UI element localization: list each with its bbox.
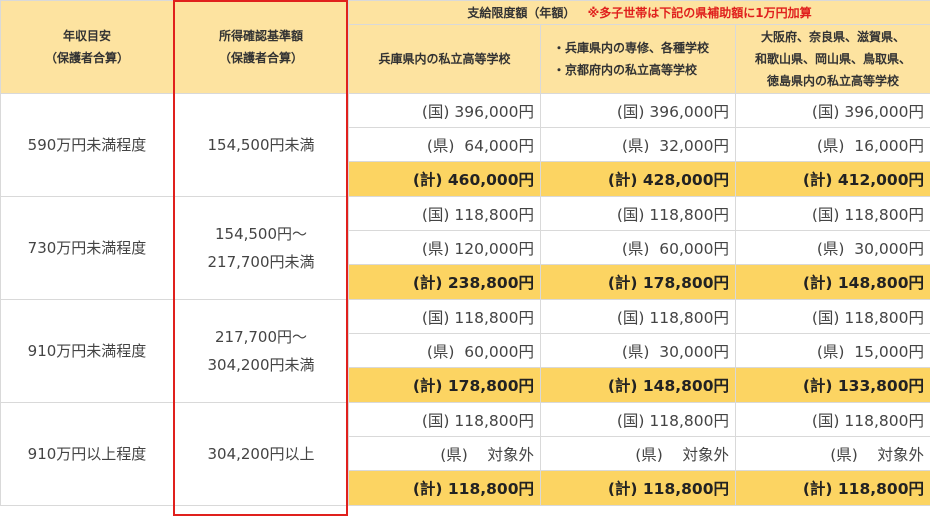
table-row: (計) 460,000円 (計) 428,000円 (計) 412,000円 bbox=[1, 161, 930, 197]
table-row: (県) 対象外 (県) 対象外 (県) 対象外 bbox=[1, 436, 930, 471]
national-amount: (国) 118,800円 bbox=[348, 196, 541, 231]
prefecture-amount: (県) 120,000円 bbox=[348, 230, 541, 265]
total-amount: (計) 238,800円 bbox=[348, 264, 541, 300]
header-col3-line3: 徳島県内の私立高等学校 bbox=[766, 74, 899, 88]
header-income-line2: （保護者合算） bbox=[44, 51, 129, 65]
income-cell: 730万円未満程度 bbox=[0, 196, 174, 300]
criteria-line: 154,500円未満 bbox=[207, 136, 315, 154]
header-limit: 支給限度額（年額） ※多子世帯は下記の県補助額に1万円加算 bbox=[348, 0, 930, 25]
header-income: 年収目安 （保護者合算） bbox=[0, 0, 174, 94]
prefecture-amount: (県) 32,000円 bbox=[540, 127, 736, 162]
prefecture-amount: (県) 対象外 bbox=[348, 436, 541, 471]
total-amount: (計) 178,800円 bbox=[348, 367, 541, 403]
criteria-line: 304,200円未満 bbox=[207, 356, 315, 374]
table-row: 590万円未満程度 154,500円未満 (国) 396,000円 (国) 396,0… bbox=[0, 93, 930, 197]
national-amount: (国) 118,800円 bbox=[540, 299, 736, 334]
total-amount: (計) 428,000円 bbox=[540, 161, 736, 197]
table-row: (県) 64,000円 (県) 32,000円 (県) 16,000円 bbox=[1, 127, 930, 162]
criteria-line: 217,700円未満 bbox=[207, 253, 315, 271]
table-row: 910万円以上程度 304,200円以上 (国) 118,800円 (国) 118,8… bbox=[0, 402, 930, 506]
header-col1: 兵庫県内の私立高等学校 bbox=[348, 24, 541, 94]
prefecture-amount: (県) 15,000円 bbox=[735, 333, 930, 368]
header-col3-line2: 和歌山県、岡山県、鳥取県、 bbox=[754, 52, 911, 66]
header-criteria-line2: （保護者合算） bbox=[218, 51, 303, 65]
criteria-line: 217,700円〜 bbox=[214, 328, 308, 346]
table-row: (計) 118,800円 (計) 118,800円 (計) 118,800円 bbox=[1, 470, 930, 506]
prefecture-amount: (県) 60,000円 bbox=[348, 333, 541, 368]
table-row: (計) 178,800円 (計) 148,800円 (計) 133,800円 bbox=[1, 367, 930, 403]
header-criteria: 所得確認基準額 （保護者合算） bbox=[173, 0, 349, 94]
criteria-cell: 217,700円〜 304,200円未満 bbox=[173, 299, 349, 403]
table-row: (県) 60,000円 (県) 30,000円 (県) 15,000円 bbox=[1, 333, 930, 368]
subsidy-table: 年収目安 （保護者合算） 所得確認基準額 （保護者合算） 支給限度額（年額） ※… bbox=[0, 0, 930, 506]
table-row: 910万円未満程度 217,700円〜 304,200円未満 (国) 118,800円… bbox=[0, 299, 930, 403]
total-amount: (計) 148,800円 bbox=[735, 264, 930, 300]
national-amount: (国) 118,800円 bbox=[735, 402, 930, 437]
header-col1-line1: 兵庫県内の私立高等学校 bbox=[378, 52, 511, 66]
total-amount: (計) 412,000円 bbox=[735, 161, 930, 197]
national-amount: (国) 118,800円 bbox=[540, 402, 736, 437]
prefecture-amount: (県) 対象外 bbox=[735, 436, 930, 471]
total-amount: (計) 148,800円 bbox=[540, 367, 736, 403]
national-amount: (国) 118,800円 bbox=[540, 196, 736, 231]
prefecture-amount: (県) 16,000円 bbox=[735, 127, 930, 162]
header-col3: 大阪府、奈良県、滋賀県、 和歌山県、岡山県、鳥取県、 徳島県内の私立高等学校 bbox=[735, 24, 930, 94]
total-amount: (計) 118,800円 bbox=[348, 470, 541, 506]
total-amount: (計) 133,800円 bbox=[735, 367, 930, 403]
national-amount: (国) 118,800円 bbox=[348, 402, 541, 437]
header-col2-line1: ・兵庫県内の専修、各種学校 bbox=[553, 41, 710, 55]
header-col3-line1: 大阪府、奈良県、滋賀県、 bbox=[760, 30, 905, 44]
national-amount: (国) 396,000円 bbox=[348, 93, 541, 128]
national-amount: (国) 118,800円 bbox=[735, 299, 930, 334]
header-income-line1: 年収目安 bbox=[62, 29, 111, 43]
header-col2: ・兵庫県内の専修、各種学校 ・京都府内の私立高等学校 bbox=[540, 24, 736, 94]
criteria-cell: 304,200円以上 bbox=[173, 402, 349, 506]
criteria-line: 304,200円以上 bbox=[207, 445, 315, 463]
national-amount: (国) 118,800円 bbox=[735, 196, 930, 231]
total-amount: (計) 178,800円 bbox=[540, 264, 736, 300]
prefecture-amount: (県) 30,000円 bbox=[540, 333, 736, 368]
header-col2-line2: ・京都府内の私立高等学校 bbox=[553, 63, 698, 77]
prefecture-amount: (県) 64,000円 bbox=[348, 127, 541, 162]
total-amount: (計) 118,800円 bbox=[735, 470, 930, 506]
prefecture-amount: (県) 60,000円 bbox=[540, 230, 736, 265]
prefecture-amount: (県) 対象外 bbox=[540, 436, 736, 471]
income-cell: 910万円以上程度 bbox=[0, 402, 174, 506]
total-amount: (計) 460,000円 bbox=[348, 161, 541, 197]
criteria-cell: 154,500円〜 217,700円未満 bbox=[173, 196, 349, 300]
criteria-line: 154,500円〜 bbox=[214, 225, 308, 243]
national-amount: (国) 118,800円 bbox=[348, 299, 541, 334]
total-amount: (計) 118,800円 bbox=[540, 470, 736, 506]
national-amount: (国) 396,000円 bbox=[540, 93, 736, 128]
prefecture-amount: (県) 30,000円 bbox=[735, 230, 930, 265]
criteria-cell: 154,500円未満 bbox=[173, 93, 349, 197]
income-cell: 590万円未満程度 bbox=[0, 93, 174, 197]
header-limit-title: 支給限度額（年額） bbox=[467, 5, 576, 20]
header-criteria-line1: 所得確認基準額 bbox=[218, 29, 303, 43]
table-row: (県) 120,000円 (県) 60,000円 (県) 30,000円 bbox=[1, 230, 930, 265]
national-amount: (国) 396,000円 bbox=[735, 93, 930, 128]
table-row: 730万円未満程度 154,500円〜 217,700円未満 (国) 118,800円… bbox=[0, 196, 930, 300]
income-cell: 910万円未満程度 bbox=[0, 299, 174, 403]
header-limit-note: ※多子世帯は下記の県補助額に1万円加算 bbox=[587, 5, 812, 20]
